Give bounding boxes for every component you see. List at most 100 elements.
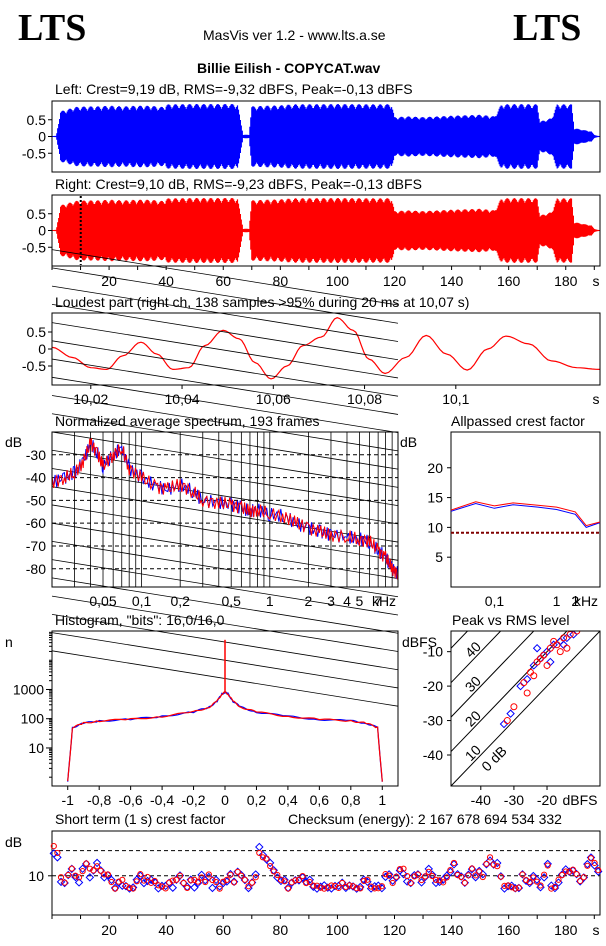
peak-rms-x-tick-label: -40 xyxy=(471,792,491,808)
short-crest-right-point xyxy=(191,876,198,883)
short-crest-right-point xyxy=(256,849,263,857)
short-crest-left-point xyxy=(85,873,95,882)
short-crest-right-point xyxy=(223,876,230,883)
short-crest-right-point xyxy=(447,867,454,874)
peak-rms-title: Peak vs RMS level xyxy=(452,612,570,628)
short-crest-left-point xyxy=(532,875,542,884)
short-crest-left-point xyxy=(399,869,408,879)
short-crest-left-point xyxy=(100,873,109,882)
short-crest-right-point xyxy=(497,873,504,880)
short-crest-right-point xyxy=(90,867,97,874)
short-crest-right-point xyxy=(483,860,490,867)
short-crest-left-point xyxy=(53,853,62,862)
short-crest-right-point xyxy=(285,885,292,892)
short-crest-left-point xyxy=(543,859,552,869)
file-title: Billie Eilish - COPYCAT.wav xyxy=(197,60,381,76)
short-crest-right-point xyxy=(79,868,86,875)
spectrum-x-tick-label: 7 xyxy=(374,593,382,609)
short-crest-x-tick-label: 80 xyxy=(273,922,289,938)
peak-rms-diagonal-label: 0 dB xyxy=(478,743,510,775)
short-crest-right-point xyxy=(115,878,122,885)
short-crest-left-point xyxy=(381,872,390,882)
allpass-y-tick-label: 10 xyxy=(427,519,443,535)
short-crest-left-point xyxy=(74,878,84,887)
short-crest-right-point xyxy=(519,871,526,878)
short-crest-x-tick-label: 20 xyxy=(101,922,117,938)
peak-rms-diagonal xyxy=(451,631,535,718)
spectrum-y-unit: dB xyxy=(5,434,22,450)
spectrum-x-tick-label: 0,1 xyxy=(132,593,152,609)
short-crest-left-point xyxy=(453,869,462,879)
short-crest-right-point xyxy=(68,865,75,872)
spectrum-y-tick-label: -50 xyxy=(26,492,46,508)
allpass-right-line xyxy=(450,501,601,527)
right-waveform-panel: 0.50-0.5 20 40 60 80 100 120 140 160 180 s xyxy=(22,194,601,289)
short-crest-x-tick-label: 100 xyxy=(326,922,350,938)
short-crest-x-tick-label: 60 xyxy=(215,922,231,938)
short-crest-right-point xyxy=(440,879,447,886)
short-crest-left-point xyxy=(583,859,592,869)
spectrum-x-tick-label: 0,2 xyxy=(170,593,190,609)
short-crest-right-point xyxy=(418,876,425,884)
short-crest-right-point xyxy=(292,877,299,884)
peak-rms-x-unit: dBFS xyxy=(562,792,597,808)
short-crest-right-point xyxy=(580,874,587,881)
right-y-tick-label: -0.5 xyxy=(22,239,46,255)
short-crest-left-point xyxy=(78,864,87,873)
spectrum-slope-line xyxy=(51,486,399,543)
spectrum-x-tick-label: 3 xyxy=(327,593,335,609)
peak-rms-left-point xyxy=(546,657,555,667)
spectrum-slope-line xyxy=(51,504,399,561)
short-crest-right-point xyxy=(202,878,209,886)
spectrum-slope-line xyxy=(51,431,399,488)
short-crest-right-point xyxy=(324,884,331,891)
peak-rms-left-point xyxy=(562,633,572,643)
short-crest-x-tick-label: 40 xyxy=(158,922,174,938)
peak-rms-left-point xyxy=(506,709,515,718)
short-crest-right-point xyxy=(566,868,573,875)
histogram-panel: n 1000 100 10 -1 -0,8 -0,6 -0,4 -0,2 0 0,2 0,4 0,6 0,… xyxy=(5,630,399,808)
histogram-x-tick-label: 0,2 xyxy=(247,792,267,808)
spectrum-slope-line xyxy=(51,358,399,415)
peak-rms-left-point xyxy=(549,640,558,650)
spectrum-slope-line xyxy=(51,468,399,525)
short-crest-right-point xyxy=(310,882,317,889)
peak-rms-right-point xyxy=(520,679,528,687)
spectrum-y-tick-label: -30 xyxy=(26,447,46,463)
short-crest-right-point xyxy=(577,877,584,885)
allpass-x-unit: kHz xyxy=(574,593,598,609)
short-crest-x-unit: s xyxy=(593,922,600,938)
spectrum-panel: dB-30 -40 -50 -60 -70 -80 0,05 0,1 0,2 0,5 1 2 3 4 5 7k… xyxy=(5,249,399,707)
short-crest-right-point xyxy=(299,872,306,880)
peak-rms-diagonal-label: 30 xyxy=(462,673,484,695)
spectrum-x-tick-label: 1 xyxy=(266,593,274,609)
short-crest-right-point xyxy=(176,872,184,879)
short-crest-left-point xyxy=(327,884,336,893)
short-crest-left-point xyxy=(251,870,260,879)
short-crest-right-point xyxy=(479,873,486,881)
short-crest-x-tick-label: 160 xyxy=(497,922,521,938)
short-crest-right-point xyxy=(248,879,256,886)
short-crest-right-point xyxy=(587,855,595,862)
short-crest-right-point xyxy=(360,877,367,885)
peak-rms-y-tick-label: -10 xyxy=(423,644,443,660)
spectrum-y-tick-label: -80 xyxy=(26,561,46,577)
short-crest-y-unit: dB xyxy=(5,834,22,850)
short-crest-right-point xyxy=(155,882,162,889)
loudest-frame xyxy=(51,312,601,386)
short-crest-right-point xyxy=(187,877,194,884)
allpass-y-tick-label: 5 xyxy=(435,549,443,565)
time-axis-label: 20 xyxy=(101,273,117,289)
short-crest-right-point xyxy=(75,874,83,881)
short-crest-right-point xyxy=(584,862,591,869)
short-crest-right-point xyxy=(137,871,144,878)
short-crest-right-point xyxy=(54,849,61,857)
loudest-x-unit: s xyxy=(593,391,600,407)
peak-rms-left-point xyxy=(499,719,509,729)
left-waveform-panel: 0.50-0.5 xyxy=(22,100,601,173)
short-crest-right-point xyxy=(537,882,544,889)
spectrum-frame xyxy=(51,431,399,588)
short-crest-right-point xyxy=(140,877,148,884)
